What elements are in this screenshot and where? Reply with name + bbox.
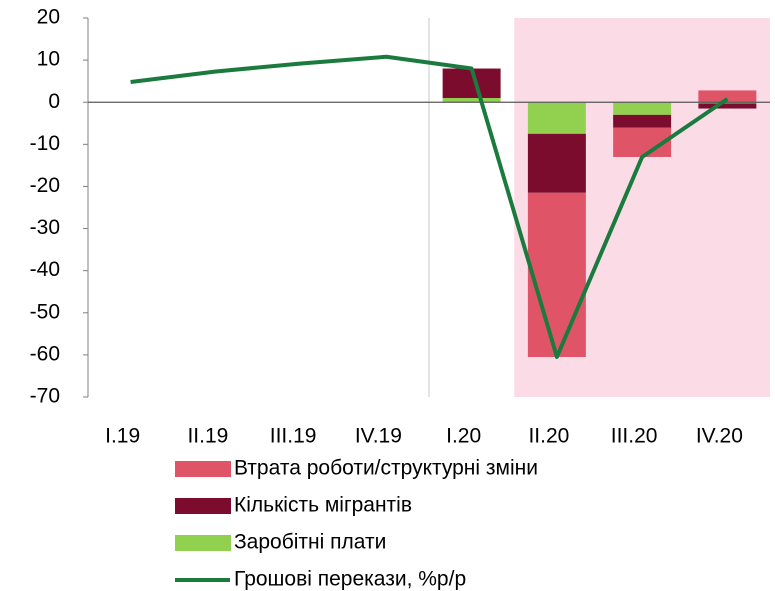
bar-segment [698, 103, 757, 109]
bar-segment [698, 90, 757, 103]
bar-segment [527, 102, 586, 134]
bar-segment [527, 192, 586, 357]
bar-segment [698, 102, 757, 104]
y-tick-label: -60 [30, 342, 60, 365]
y-tick-label: -40 [30, 258, 60, 281]
legend-swatch [175, 461, 231, 477]
y-tick-label: 0 [48, 90, 60, 113]
y-tick-label: 20 [37, 6, 60, 29]
legend-label: Заробітні плати [234, 531, 386, 554]
line-series [130, 54, 729, 359]
x-tick-label: I.20 [446, 425, 481, 448]
y-tick-label: -50 [30, 300, 60, 323]
y-tick-label: -20 [30, 174, 60, 197]
legend-swatch [175, 498, 231, 514]
y-tick-label: -10 [30, 132, 60, 155]
bar-segment [442, 98, 501, 103]
x-tick-label: IV.20 [696, 425, 743, 448]
x-tick-label: II.19 [187, 425, 228, 448]
bar-segment [613, 114, 672, 128]
bar-segment [527, 133, 586, 193]
x-tick-label: II.20 [528, 425, 569, 448]
x-tick-label: IV.19 [355, 425, 402, 448]
bar-segment [613, 102, 672, 115]
y-tick-label: 10 [37, 48, 60, 71]
x-tick-label: I.19 [105, 425, 140, 448]
x-tick-label: III.19 [270, 425, 317, 448]
legend-label: Втрата роботи/структурні зміни [234, 457, 538, 480]
y-tick-label: -70 [30, 385, 60, 408]
y-tick-label: -30 [30, 216, 60, 239]
legend-swatch [175, 535, 231, 551]
legend-label: Грошові перекази, %р/р [234, 568, 466, 591]
legend-label: Кількість мігрантів [234, 494, 412, 517]
x-tick-label: III.20 [611, 425, 658, 448]
